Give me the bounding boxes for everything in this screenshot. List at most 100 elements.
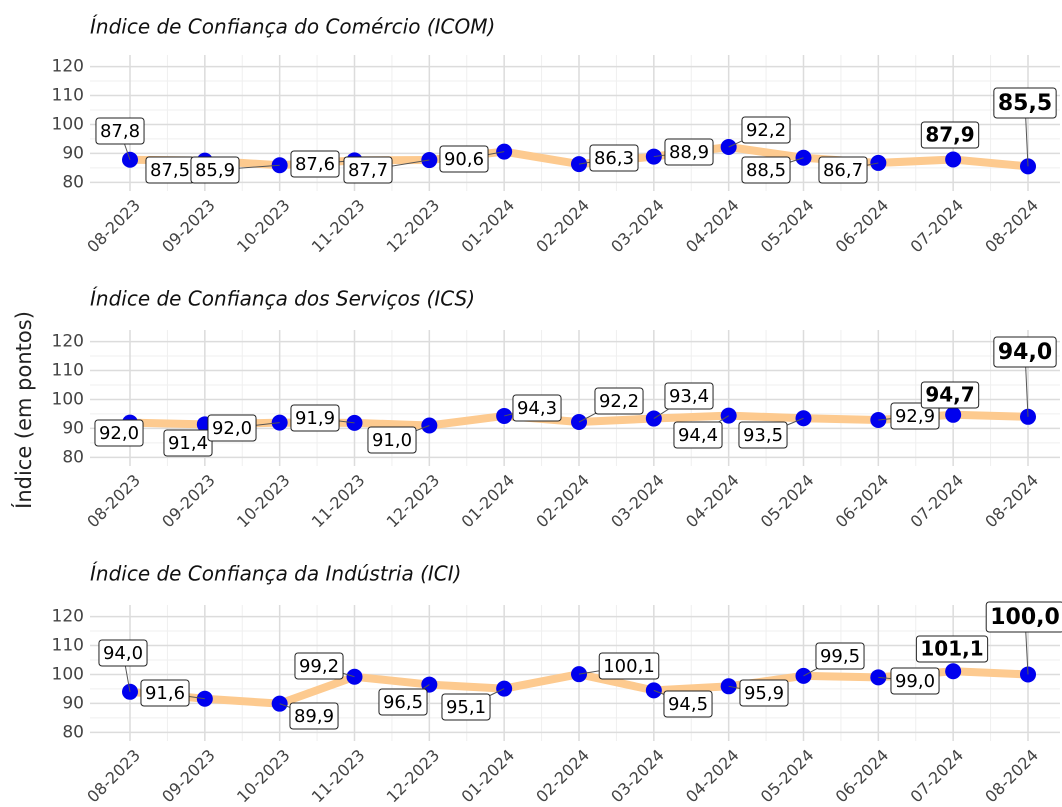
data-label: 86,3 xyxy=(589,144,639,172)
data-label-text: 91,0 xyxy=(372,430,412,451)
x-tick-label: 04-2024 xyxy=(682,746,743,807)
data-label: 87,7 xyxy=(343,156,393,184)
data-label-text: 100,1 xyxy=(603,656,655,677)
x-tick-label: 07-2024 xyxy=(906,196,967,257)
data-label-box xyxy=(915,635,989,663)
data-label: 90,6 xyxy=(439,145,489,173)
data-label-box xyxy=(664,382,714,410)
data-label-box xyxy=(663,690,713,718)
data-label-text: 87,5 xyxy=(150,160,190,181)
data-label-text: 92,0 xyxy=(212,418,252,439)
data-label-text: 94,5 xyxy=(668,694,708,715)
data-label-text: 92,2 xyxy=(599,391,639,412)
data-label: 87,9 xyxy=(920,121,980,149)
data-label-text: 88,9 xyxy=(669,142,709,163)
data-label-text: 90,6 xyxy=(444,149,484,170)
data-label-text: 85,9 xyxy=(195,160,235,181)
data-label-text: 86,3 xyxy=(594,148,634,169)
data-point xyxy=(945,406,962,423)
x-tick-label: 08-2023 xyxy=(83,746,144,807)
y-tick-label: 80 xyxy=(62,722,84,742)
data-label-box xyxy=(290,404,340,432)
data-label: 96,5 xyxy=(378,688,428,716)
data-label-box xyxy=(993,87,1057,119)
data-label-box xyxy=(673,421,723,449)
data-label-box xyxy=(818,156,868,184)
data-label-text: 100,0 xyxy=(990,605,1060,630)
data-label-box xyxy=(289,702,339,730)
data-label-text: 91,6 xyxy=(145,683,185,704)
x-tick-label: 07-2024 xyxy=(906,746,967,807)
y-tick-label: 90 xyxy=(62,418,84,438)
data-label-box xyxy=(294,652,344,680)
data-label-box xyxy=(190,156,240,184)
data-point xyxy=(945,663,962,680)
data-label-box xyxy=(98,639,148,667)
x-tick-label: 09-2023 xyxy=(158,196,219,257)
y-tick-label: 120 xyxy=(52,607,84,627)
data-label-text: 101,1 xyxy=(920,637,983,661)
x-tick-label: 01-2024 xyxy=(457,746,518,807)
data-label-box xyxy=(890,667,940,695)
x-tick-label: 10-2023 xyxy=(233,471,294,532)
data-label-box xyxy=(589,144,639,172)
x-tick-label: 02-2024 xyxy=(532,196,593,257)
x-tick-label: 08-2024 xyxy=(981,196,1042,257)
x-tick-label: 02-2024 xyxy=(532,746,593,807)
data-label-text: 95,1 xyxy=(446,697,486,718)
x-tick-label: 11-2023 xyxy=(308,746,369,807)
x-tick-label: 10-2023 xyxy=(233,746,294,807)
chart-title: Índice de Confiança da Indústria (ICI) xyxy=(90,562,461,586)
y-tick-label: 120 xyxy=(52,332,84,352)
data-label-text: 99,0 xyxy=(895,671,935,692)
x-tick-label: 12-2023 xyxy=(383,471,444,532)
data-label-text: 88,5 xyxy=(746,160,786,181)
data-label-box xyxy=(95,117,145,145)
x-tick-label: 05-2024 xyxy=(757,746,818,807)
data-label-text: 87,7 xyxy=(348,160,388,181)
data-label: 94,5 xyxy=(663,690,713,718)
data-label: 92,9 xyxy=(890,402,940,430)
data-label-text: 94,4 xyxy=(678,425,718,446)
x-tick-label: 12-2023 xyxy=(383,196,444,257)
data-point xyxy=(945,151,962,168)
data-label: 92,2 xyxy=(741,116,791,144)
data-label-box xyxy=(343,156,393,184)
data-label: 88,9 xyxy=(664,138,714,166)
x-tick-label: 08-2024 xyxy=(981,746,1042,807)
data-label: 94,4 xyxy=(673,421,723,449)
data-label: 92,0 xyxy=(207,414,257,442)
data-label: 100,0 xyxy=(985,601,1062,633)
data-label: 99,2 xyxy=(294,652,344,680)
data-label: 91,0 xyxy=(367,426,417,454)
data-label-text: 95,9 xyxy=(744,683,784,704)
x-tick-label: 01-2024 xyxy=(457,471,518,532)
data-label-text: 92,9 xyxy=(895,406,935,427)
data-label: 93,5 xyxy=(738,421,788,449)
y-tick-label: 80 xyxy=(62,172,84,192)
x-tick-label: 03-2024 xyxy=(607,196,668,257)
data-label-box xyxy=(920,121,980,149)
data-label-text: 91,9 xyxy=(295,408,335,429)
data-label-text: 94,0 xyxy=(103,643,143,664)
data-label-text: 92,2 xyxy=(746,120,786,141)
data-label-box xyxy=(890,402,940,430)
data-label-text: 85,5 xyxy=(998,91,1052,116)
data-label-box xyxy=(441,693,491,721)
data-label: 85,9 xyxy=(190,156,240,184)
data-label: 99,0 xyxy=(890,667,940,695)
x-tick-label: 12-2023 xyxy=(383,746,444,807)
data-label-box xyxy=(439,145,489,173)
chart-title: Índice de Confiança do Comércio (ICOM) xyxy=(90,15,495,39)
x-tick-label: 09-2023 xyxy=(158,471,219,532)
data-label: 88,5 xyxy=(741,156,791,184)
data-label-box xyxy=(985,601,1062,633)
x-tick-label: 03-2024 xyxy=(607,471,668,532)
data-label-box xyxy=(94,419,144,447)
data-label: 94,0 xyxy=(98,639,148,667)
data-label: 92,0 xyxy=(94,419,144,447)
data-label-text: 91,4 xyxy=(168,433,208,454)
data-label: 92,2 xyxy=(594,387,644,415)
data-label-text: 99,5 xyxy=(820,646,860,667)
data-label: 91,6 xyxy=(140,679,190,707)
